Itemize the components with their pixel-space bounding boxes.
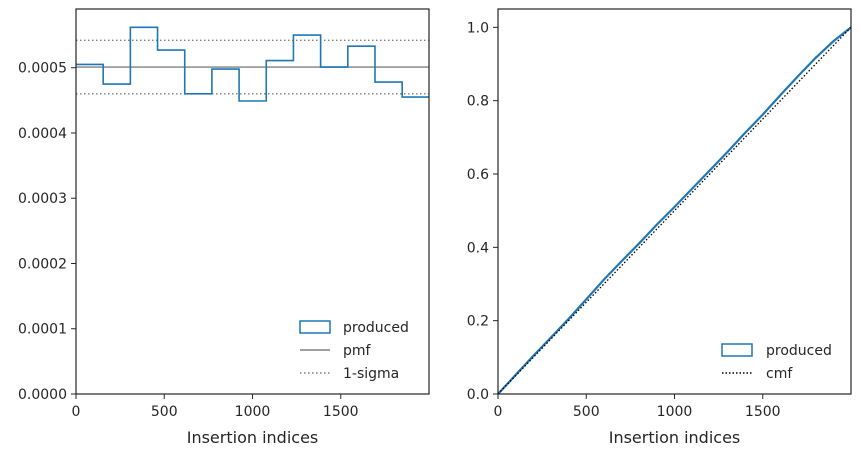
right-xlabel: Insertion indices [609, 428, 741, 447]
legend-swatch-produced-right [721, 343, 753, 357]
left-ticks: 0 500 1000 1500 0.0000 0.0001 0.0002 0.0003 0.00… [18, 61, 359, 420]
right-ytick-label: 0.6 [467, 167, 489, 183]
pmf-panel: 0 500 1000 1500 0.0000 0.0001 0.0002 0.0003 0.00… [18, 8, 430, 447]
left-xtick-label: 0 [72, 404, 81, 420]
right-xtick-label: 0 [494, 404, 503, 420]
left-ytick-label: 0.0002 [18, 256, 67, 272]
legend-label-1-sigma: 1-sigma [343, 366, 399, 382]
left-ytick-label: 0.0004 [18, 126, 67, 142]
right-ytick-label: 0.4 [467, 240, 489, 256]
left-plot-area [76, 26, 429, 102]
left-ytick-label: 0.0000 [18, 387, 67, 403]
cmf-panel: 0 500 1000 1500 0.0 0.2 0.4 0.6 0.8 1.0 Insertion… [467, 8, 852, 447]
produced-cumulative [497, 26, 852, 395]
left-xtick-label: 1500 [323, 404, 359, 420]
right-xtick-label: 1000 [657, 404, 693, 420]
right-ytick-label: 0.8 [467, 94, 489, 110]
legend-swatch-produced [299, 320, 331, 334]
left-ytick-label: 0.0003 [18, 191, 67, 207]
right-ytick-label: 0.2 [467, 314, 489, 330]
legend-label-produced: produced [343, 320, 409, 336]
left-xtick-label: 500 [151, 404, 178, 420]
left-legend: produced pmf 1-sigma [299, 320, 409, 382]
legend-label-pmf: pmf [343, 343, 372, 359]
legend-label-produced-right: produced [766, 343, 832, 359]
produced-histogram [76, 26, 429, 102]
legend-label-cmf: cmf [766, 366, 793, 382]
right-ytick-label: 1.0 [467, 20, 489, 36]
right-xtick-label: 1500 [745, 404, 781, 420]
left-ytick-label: 0.0001 [18, 322, 67, 338]
right-legend: produced cmf [721, 343, 832, 382]
left-ytick-label: 0.0005 [18, 61, 67, 77]
left-xlabel: Insertion indices [187, 428, 319, 447]
cmf-line [497, 26, 852, 395]
left-xtick-label: 1000 [235, 404, 271, 420]
right-ytick-label: 0.0 [467, 387, 489, 403]
right-ticks: 0 500 1000 1500 0.0 0.2 0.4 0.6 0.8 1.0 [467, 20, 781, 420]
right-plot-area [497, 26, 852, 395]
right-xtick-label: 500 [573, 404, 600, 420]
